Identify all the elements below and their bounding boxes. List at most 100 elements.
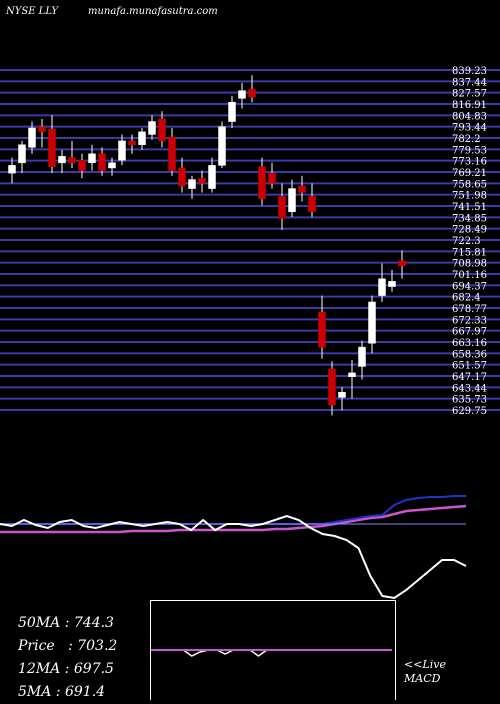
candle-body-up bbox=[208, 165, 216, 189]
candle bbox=[218, 121, 226, 168]
candle bbox=[68, 140, 76, 168]
candle-body-down bbox=[68, 157, 76, 164]
price-axis-label: 651.57 bbox=[452, 361, 487, 372]
price-axis-label: 722.3 bbox=[452, 236, 481, 247]
price-line bbox=[0, 514, 467, 600]
candle-body-up bbox=[368, 301, 376, 344]
price-axis-label: 804.83 bbox=[452, 111, 487, 122]
candle-body-up bbox=[388, 281, 396, 287]
candle bbox=[328, 361, 336, 416]
macd-panel bbox=[150, 600, 396, 700]
candle-body-up bbox=[58, 156, 66, 164]
candle-body-down bbox=[278, 196, 286, 219]
candle-body-down bbox=[158, 118, 166, 142]
price-axis-label: 782.2 bbox=[452, 134, 481, 145]
price-axis-label: 715.81 bbox=[452, 247, 487, 258]
candle-body-up bbox=[88, 153, 96, 164]
candle bbox=[388, 269, 396, 292]
candle bbox=[188, 175, 196, 199]
candle bbox=[368, 295, 376, 354]
candle-body-up bbox=[378, 278, 386, 296]
candle bbox=[398, 250, 406, 279]
ma12-value: 12MA : 697.5 bbox=[18, 661, 114, 677]
candle-body-down bbox=[38, 126, 46, 133]
price-axis-label: 708.98 bbox=[452, 259, 487, 270]
candle-body-up bbox=[108, 162, 116, 169]
price-axis-label: 694.37 bbox=[452, 281, 487, 292]
candle bbox=[58, 149, 66, 174]
price-axis-labels: 839.23837.44827.57816.91804.83793.44782.… bbox=[452, 66, 487, 417]
candle bbox=[8, 157, 16, 184]
candle bbox=[168, 128, 176, 176]
candle bbox=[358, 340, 366, 380]
candle-body-up bbox=[188, 179, 196, 189]
candle-body-down bbox=[318, 312, 326, 348]
candle bbox=[298, 175, 306, 202]
candle-body-up bbox=[228, 101, 236, 122]
price-axis-label: 773.16 bbox=[452, 157, 487, 168]
candle bbox=[88, 144, 96, 171]
price-axis-label: 816.91 bbox=[452, 100, 487, 111]
candle-body-down bbox=[328, 368, 336, 406]
candle bbox=[258, 157, 266, 206]
price-axis-label: 643.44 bbox=[452, 383, 487, 394]
price-axis-label: 647.17 bbox=[452, 372, 487, 383]
candle-body-up bbox=[138, 131, 146, 146]
macd-label-macd: MACD bbox=[404, 672, 441, 685]
moving-average-stats: 50MA : 744.3 Price : 703.2 12MA : 697.5 … bbox=[18, 612, 117, 704]
macd-lines bbox=[150, 649, 392, 657]
candle-body-down bbox=[198, 178, 206, 184]
candle-body-up bbox=[238, 90, 246, 99]
candle-body-up bbox=[28, 127, 36, 148]
price-axis-label: 779.53 bbox=[452, 145, 487, 156]
candle bbox=[318, 295, 326, 359]
candle bbox=[278, 183, 286, 230]
candle-body-up bbox=[358, 346, 366, 367]
price-axis-label: 769.21 bbox=[452, 168, 487, 179]
candle bbox=[378, 263, 386, 302]
price-axis-label: 751.98 bbox=[452, 191, 487, 202]
candle bbox=[148, 115, 156, 140]
macd-label: <<Live MACD bbox=[404, 658, 446, 686]
price-value: Price : 703.2 bbox=[18, 638, 118, 654]
candle-body-down bbox=[78, 159, 86, 171]
price-axis-label: 839.23 bbox=[452, 66, 487, 77]
ma-long-line bbox=[0, 504, 467, 534]
candle bbox=[18, 140, 26, 174]
candle bbox=[238, 82, 246, 109]
price-axis-label: 672.33 bbox=[452, 315, 487, 326]
candle-body-up bbox=[8, 165, 16, 174]
candle bbox=[38, 118, 46, 148]
candle-body-down bbox=[308, 196, 316, 213]
price-axis-label: 629.75 bbox=[452, 406, 487, 417]
price-axis-label: 667.97 bbox=[452, 327, 487, 338]
candle-body-down bbox=[298, 185, 306, 193]
price-axis-label: 734.85 bbox=[452, 213, 487, 224]
price-axis-label: 682.4 bbox=[452, 293, 481, 304]
candle-body-down bbox=[48, 129, 56, 167]
candle bbox=[248, 75, 256, 103]
candle-body-down bbox=[98, 153, 106, 171]
candle-body-up bbox=[348, 372, 356, 378]
candles bbox=[8, 75, 406, 416]
candle bbox=[138, 128, 146, 150]
candle-body-up bbox=[338, 391, 346, 398]
candle-body-down bbox=[398, 260, 406, 267]
candle-body-down bbox=[178, 167, 186, 187]
candle bbox=[228, 95, 236, 128]
ticker-symbol: NYSE LLY bbox=[6, 6, 58, 17]
price-axis-label: 793.44 bbox=[452, 123, 487, 134]
price-axis-label: 678.77 bbox=[452, 304, 487, 315]
candle-body-up bbox=[118, 140, 126, 161]
price-axis-label: 827.57 bbox=[452, 89, 487, 100]
candle bbox=[28, 121, 36, 154]
candle bbox=[208, 157, 216, 193]
indicator-panel bbox=[0, 495, 467, 600]
price-axis-label: 635.73 bbox=[452, 395, 487, 406]
ma50-value: 50MA : 744.3 bbox=[18, 615, 114, 631]
candle-body-down bbox=[168, 136, 176, 171]
site-name: munafa.munafasutra.com bbox=[88, 6, 218, 17]
price-axis-label: 741.51 bbox=[452, 202, 487, 213]
